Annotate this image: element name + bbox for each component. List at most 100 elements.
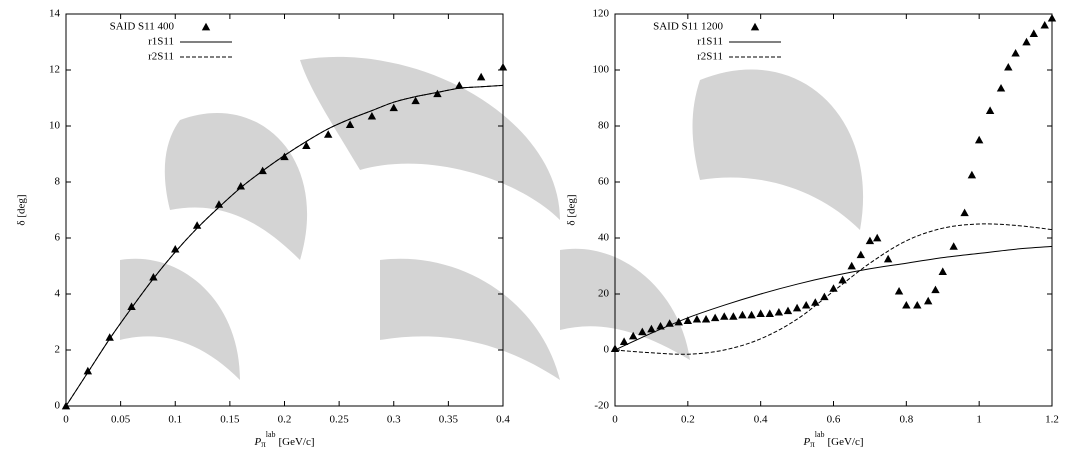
data-point: [820, 292, 829, 301]
data-point: [720, 312, 729, 320]
data-point: [455, 81, 464, 89]
x-tick-label: 0.35: [439, 414, 459, 426]
legend-label: r2S11: [148, 51, 174, 63]
x-tick-label: 0.3: [387, 414, 401, 426]
data-point: [792, 303, 802, 312]
data-point: [856, 250, 866, 259]
data-point: [865, 236, 875, 245]
x-tick-label: 0: [612, 414, 618, 426]
x-tick-label: 0.1: [168, 414, 182, 426]
data-point: [883, 254, 893, 263]
data-point: [1022, 37, 1031, 46]
y-tick-label: 0: [55, 400, 61, 412]
chart: 0 0.05 0.1 0.15 0.2 0.25 0.3 0.35 0.4 0 2 4 6 8 10 12 14…: [16, 8, 511, 450]
y-tick-label: 120: [593, 8, 610, 20]
data-point: [127, 302, 136, 310]
data-point: [1004, 63, 1013, 71]
data-point: [738, 310, 747, 319]
legend-marker: [750, 22, 760, 31]
data-point: [498, 63, 508, 71]
data-point: [683, 316, 693, 324]
x-tick-label: 0.4: [754, 414, 768, 426]
legend-marker: [201, 22, 211, 31]
x-tick-label: 0.15: [220, 414, 240, 426]
y-tick-label: 0: [604, 344, 610, 356]
x-tick-label: 0.25: [330, 414, 350, 426]
data-point: [1029, 29, 1038, 37]
data-point: [692, 315, 702, 323]
data-point: [729, 312, 738, 320]
series-line: [65, 84, 504, 407]
x-label-superscript: lab: [815, 430, 825, 439]
y-tick-label: 80: [598, 120, 610, 132]
data-point: [996, 84, 1006, 92]
data-point: [801, 301, 811, 309]
data-point: [647, 324, 656, 333]
data-point: [765, 309, 774, 317]
data-point: [701, 315, 711, 323]
y-tick-label: 14: [49, 8, 61, 20]
x-label-unit: [GeV/c]: [279, 436, 315, 448]
x-label-subscript: π: [810, 439, 815, 449]
data-point: [389, 103, 398, 112]
data-point: [1011, 49, 1020, 57]
data-point: [171, 245, 180, 253]
data-point: [783, 306, 793, 315]
data-point: [105, 333, 114, 341]
watermark-shape: [692, 69, 864, 230]
watermark-shape: [120, 258, 240, 380]
data-point: [629, 331, 638, 340]
legend-label: r1S11: [148, 36, 174, 48]
data-point: [149, 273, 158, 281]
data-point: [913, 301, 922, 309]
y-tick-label: 100: [593, 64, 610, 76]
data-point: [433, 89, 442, 98]
y-tick-label: 12: [49, 64, 60, 76]
data-point: [280, 152, 289, 161]
y-tick-label: -20: [594, 400, 609, 412]
data-point: [960, 208, 969, 217]
y-tick-label: 10: [49, 120, 61, 132]
data-point: [345, 120, 355, 128]
watermark: [120, 56, 864, 380]
y-tick-label: 40: [598, 232, 610, 244]
y-tick-label: 2: [55, 344, 61, 356]
x-tick-label: 0.2: [278, 414, 292, 426]
data-point: [873, 233, 882, 242]
legend-label: SAID S11 1200: [653, 21, 723, 33]
data-point: [638, 327, 647, 336]
data-point: [302, 141, 311, 149]
data-point: [656, 322, 665, 330]
y-tick-label: 20: [598, 288, 610, 300]
data-point: [1040, 21, 1049, 29]
data-point: [894, 287, 904, 295]
x-tick-label: 0.2: [681, 414, 695, 426]
x-tick-label: 0.4: [496, 414, 510, 426]
data-point: [974, 135, 984, 144]
data-point: [847, 261, 856, 270]
watermark-shape: [560, 248, 690, 360]
x-tick-label: 1: [976, 414, 982, 426]
watermark-shape: [164, 112, 308, 260]
x-tick-label: 0.05: [111, 414, 131, 426]
x-axis-label: Pπlab[GeV/c]: [802, 430, 863, 449]
x-label-symbol: P: [253, 436, 261, 448]
data-point: [367, 112, 377, 120]
series-line: [614, 223, 1053, 355]
legend-label: SAID S11 400: [110, 21, 175, 33]
data-point: [838, 275, 847, 284]
series-line: [614, 245, 1053, 351]
data-point: [476, 72, 486, 81]
x-label-unit: [GeV/c]: [828, 436, 864, 448]
data-point: [756, 309, 765, 317]
x-tick-label: 0.8: [899, 414, 913, 426]
watermark-shape: [380, 258, 560, 380]
data-point: [192, 221, 202, 229]
data-point: [949, 242, 958, 250]
y-tick-label: 8: [55, 176, 61, 188]
legend-label: r1S11: [697, 36, 723, 48]
data-point: [774, 308, 784, 316]
data-point: [83, 366, 93, 375]
